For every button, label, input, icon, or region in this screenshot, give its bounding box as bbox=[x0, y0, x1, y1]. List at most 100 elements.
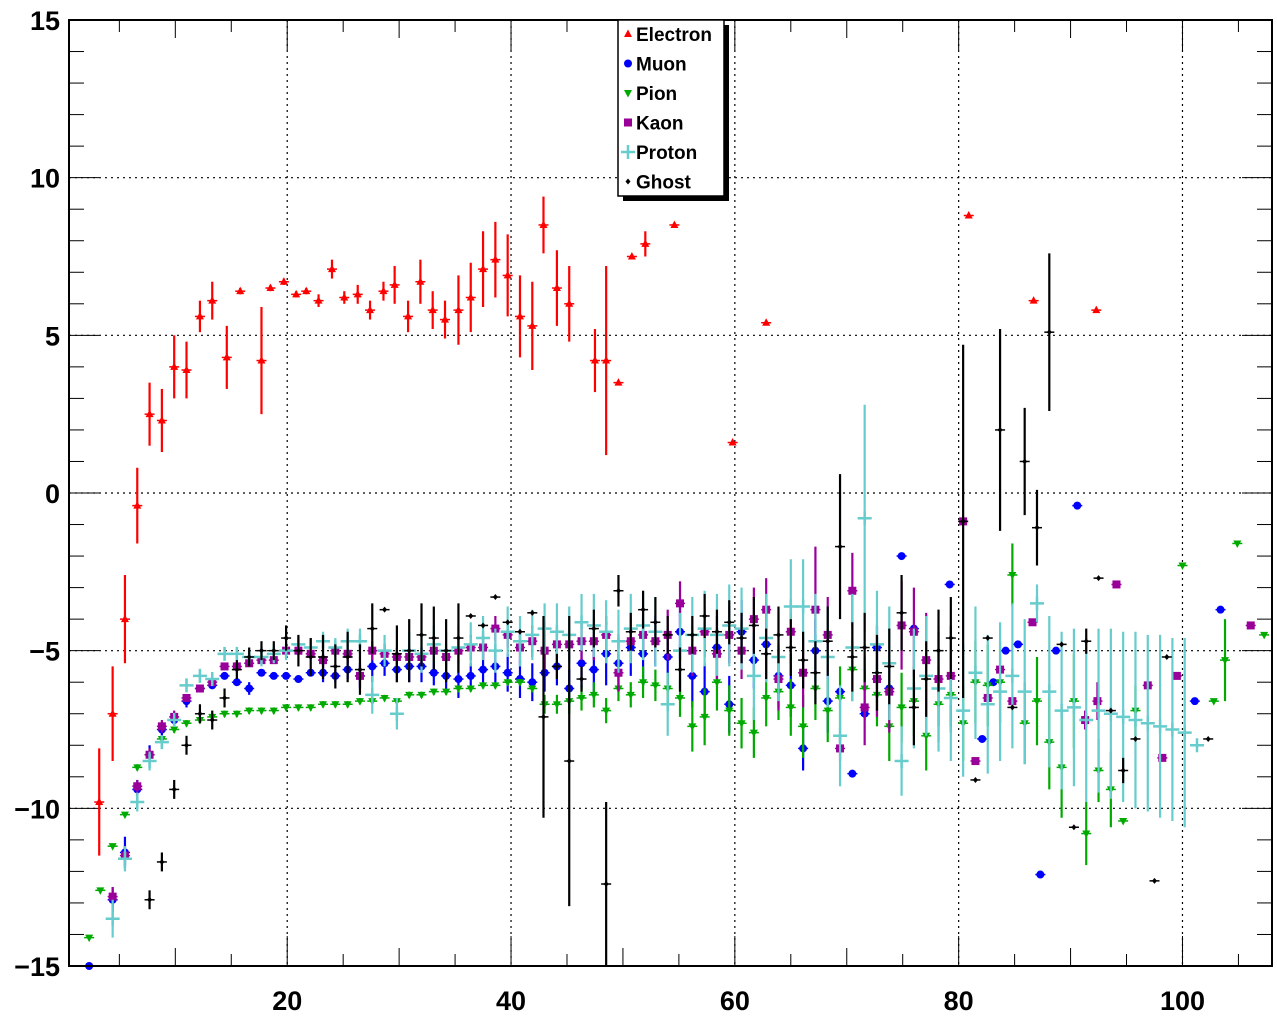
point-proton bbox=[1177, 725, 1192, 740]
point-proton bbox=[1140, 716, 1155, 731]
point-ghost bbox=[283, 635, 289, 642]
point-pion bbox=[725, 707, 734, 716]
point-muon bbox=[540, 668, 549, 677]
point-pion bbox=[417, 691, 426, 700]
point-ghost bbox=[209, 717, 215, 724]
point-electron bbox=[641, 239, 650, 247]
point-kaon bbox=[220, 662, 229, 671]
point-proton bbox=[943, 690, 958, 705]
point-electron bbox=[157, 415, 166, 424]
point-muon bbox=[466, 671, 475, 680]
point-electron bbox=[379, 286, 388, 295]
point-ghost bbox=[800, 657, 806, 664]
point-pion bbox=[762, 694, 771, 703]
point-electron bbox=[145, 409, 154, 418]
point-pion bbox=[700, 713, 709, 722]
point-kaon bbox=[971, 757, 980, 766]
x-tick-label: 100 bbox=[1160, 986, 1205, 1016]
point-electron bbox=[266, 283, 275, 292]
point-kaon bbox=[195, 684, 204, 693]
point-electron bbox=[539, 220, 548, 228]
point-pion bbox=[355, 698, 364, 706]
point-ghost bbox=[1132, 735, 1138, 742]
point-pion bbox=[503, 679, 512, 687]
point-electron bbox=[314, 296, 323, 304]
point-proton bbox=[796, 599, 811, 614]
point-muon bbox=[528, 678, 537, 687]
point-ghost bbox=[628, 628, 634, 635]
point-pion bbox=[133, 764, 142, 772]
point-pion bbox=[491, 682, 500, 690]
point-proton bbox=[179, 678, 194, 693]
point-ghost bbox=[997, 426, 1003, 433]
point-proton bbox=[1165, 722, 1180, 737]
point-ghost bbox=[234, 666, 240, 673]
point-pion bbox=[85, 934, 94, 943]
x-tick-label: 80 bbox=[944, 986, 974, 1016]
point-ghost bbox=[468, 612, 474, 619]
point-electron bbox=[257, 356, 266, 364]
point-pion bbox=[589, 691, 598, 700]
point-electron bbox=[327, 264, 336, 273]
point-ghost bbox=[197, 710, 203, 717]
point-electron bbox=[195, 311, 204, 320]
point-electron bbox=[552, 283, 561, 292]
point-ghost bbox=[837, 543, 843, 550]
point-ghost bbox=[936, 647, 942, 654]
point-proton bbox=[857, 511, 872, 526]
point-kaon bbox=[1093, 697, 1102, 706]
point-proton bbox=[980, 697, 995, 712]
data-series bbox=[84, 196, 1270, 970]
point-pion bbox=[786, 704, 795, 712]
point-pion bbox=[442, 688, 451, 697]
point-pion bbox=[676, 694, 685, 703]
point-pion bbox=[602, 707, 611, 716]
point-pion bbox=[429, 688, 438, 697]
point-kaon bbox=[1158, 753, 1167, 762]
point-ghost bbox=[702, 612, 708, 619]
point-proton bbox=[500, 624, 515, 639]
point-proton bbox=[229, 646, 244, 661]
point-proton bbox=[783, 599, 798, 614]
point-electron bbox=[182, 365, 191, 374]
point-muon bbox=[257, 668, 266, 677]
legend-marker-kaon bbox=[624, 118, 632, 127]
point-ghost bbox=[911, 704, 917, 711]
point-ghost bbox=[529, 609, 535, 616]
point-pion bbox=[108, 843, 117, 851]
point-ghost bbox=[357, 666, 363, 673]
point-pion bbox=[182, 720, 191, 728]
y-tick-label: 15 bbox=[30, 6, 60, 36]
x-tick-label: 20 bbox=[272, 986, 302, 1016]
point-pion bbox=[466, 685, 475, 694]
point-proton bbox=[1153, 719, 1168, 734]
legend-label-pion: Pion bbox=[636, 84, 677, 105]
y-tick-label: −15 bbox=[14, 952, 60, 982]
x-tick-label: 40 bbox=[496, 986, 526, 1016]
point-ghost bbox=[332, 663, 338, 670]
point-muon bbox=[503, 668, 512, 677]
point-electron bbox=[416, 277, 425, 285]
point-electron bbox=[108, 709, 117, 717]
point-ghost bbox=[972, 776, 978, 783]
point-ghost bbox=[246, 653, 252, 660]
point-pion bbox=[331, 701, 340, 709]
point-electron bbox=[670, 220, 679, 228]
point-proton bbox=[105, 911, 120, 926]
point-proton bbox=[611, 634, 626, 649]
point-pion bbox=[257, 707, 266, 716]
point-pion bbox=[306, 704, 315, 712]
point-ghost bbox=[1046, 329, 1052, 336]
point-proton bbox=[1042, 684, 1057, 699]
point-muon bbox=[269, 671, 278, 680]
legend-marker-proton bbox=[621, 145, 635, 159]
point-muon bbox=[848, 769, 857, 778]
point-proton bbox=[476, 631, 491, 646]
point-kaon bbox=[676, 599, 685, 608]
point-pion bbox=[528, 685, 537, 694]
point-ghost bbox=[505, 619, 511, 626]
point-ghost bbox=[171, 786, 177, 793]
point-ghost bbox=[369, 625, 375, 632]
point-muon bbox=[479, 665, 488, 674]
point-proton bbox=[192, 668, 207, 683]
